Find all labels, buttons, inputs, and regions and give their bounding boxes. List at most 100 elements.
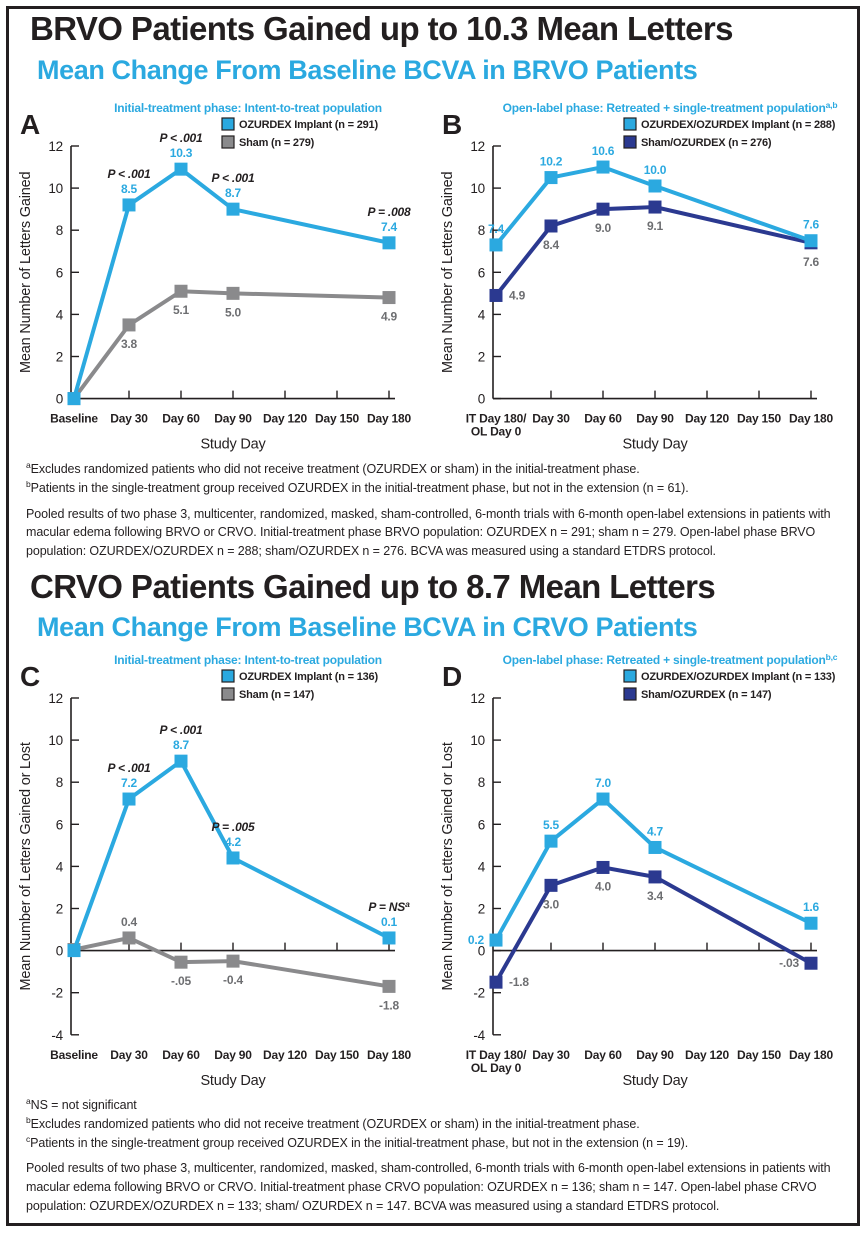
value-label: 0.2 bbox=[468, 933, 485, 947]
x-axis-title: Study Day bbox=[200, 1073, 266, 1089]
chart-panel-A: A Initial-treatment phase: Intent-to-trea… bbox=[18, 101, 412, 453]
value-label: 9.1 bbox=[647, 219, 664, 233]
y-tick-label: 12 bbox=[48, 139, 63, 154]
panel-title-sup: b,c bbox=[826, 652, 838, 662]
data-point bbox=[122, 318, 136, 332]
y-tick-label: 10 bbox=[48, 181, 63, 196]
value-label: 3.4 bbox=[647, 889, 664, 903]
x-axis-title: Study Day bbox=[622, 1073, 688, 1089]
series-line bbox=[494, 865, 812, 984]
legend-swatch bbox=[623, 135, 637, 149]
data-point bbox=[596, 792, 610, 806]
y-axis-title: Mean Number of Letters Gained bbox=[18, 172, 34, 373]
x-category-label: Day 90 bbox=[636, 1048, 674, 1062]
panel-letter: C bbox=[20, 661, 40, 692]
x-category-label: Day 30 bbox=[110, 1048, 148, 1062]
legend-label: OZURDEX Implant (n = 136) bbox=[239, 671, 378, 683]
footnote-line: aNS = not significant bbox=[26, 1095, 137, 1112]
p-value-label: P < .001 bbox=[108, 167, 152, 181]
x-category-label: Day 120 bbox=[685, 1048, 729, 1062]
y-tick-label: 0 bbox=[56, 944, 63, 959]
value-label: 3.8 bbox=[121, 337, 138, 351]
data-point bbox=[489, 288, 503, 302]
x-axis-title: Study Day bbox=[622, 437, 688, 453]
data-point bbox=[67, 944, 81, 958]
data-point bbox=[648, 179, 662, 193]
value-label: 10.2 bbox=[540, 155, 563, 169]
value-label: 5.1 bbox=[173, 303, 190, 317]
data-point bbox=[648, 840, 662, 854]
x-category-label: Day 90 bbox=[214, 1048, 252, 1062]
data-point bbox=[122, 198, 136, 212]
value-label: 7.6 bbox=[803, 218, 820, 232]
y-tick-label: 6 bbox=[56, 265, 63, 280]
x-category-label: OL Day 0 bbox=[471, 425, 522, 439]
panel-letter: A bbox=[20, 109, 40, 140]
crvo-footnote-paragraph: Pooled results of two phase 3, multicent… bbox=[26, 1161, 831, 1213]
page-border bbox=[6, 6, 860, 1226]
y-tick-label: 4 bbox=[56, 307, 64, 322]
x-category-label: Day 150 bbox=[737, 412, 781, 426]
y-tick-label: 10 bbox=[470, 733, 485, 748]
value-label: 5.5 bbox=[543, 818, 560, 832]
crvo-footnote-lines: aNS = not significant bExcludes randomize… bbox=[26, 1096, 842, 1152]
legend-swatch bbox=[623, 687, 637, 701]
y-tick-label: 2 bbox=[56, 902, 63, 917]
footnote-line: cPatients in the single-treatment group … bbox=[26, 1133, 689, 1150]
value-label: 9.0 bbox=[595, 221, 612, 235]
data-point bbox=[174, 162, 188, 176]
value-label: 10.0 bbox=[644, 163, 667, 177]
footnote-line: aExcludes randomized patients who did no… bbox=[26, 459, 640, 476]
data-point bbox=[174, 955, 188, 969]
data-point bbox=[804, 956, 818, 970]
legend-swatch bbox=[623, 117, 637, 131]
p-value-label: P = .005 bbox=[212, 820, 256, 834]
data-point bbox=[596, 202, 610, 216]
panel-title: Initial-treatment phase: Intent-to-treat… bbox=[114, 653, 382, 667]
value-label: -.03 bbox=[779, 956, 799, 970]
y-tick-label: 2 bbox=[56, 350, 63, 365]
y-tick-label: 4 bbox=[478, 859, 486, 874]
data-point bbox=[174, 284, 188, 298]
x-axis-title: Study Day bbox=[200, 437, 266, 453]
y-axis-title: Mean Number of Letters Gained bbox=[440, 172, 456, 373]
data-point bbox=[489, 238, 503, 252]
y-tick-label: 0 bbox=[56, 392, 63, 407]
y-tick-label: 0 bbox=[478, 392, 485, 407]
y-tick-label: 8 bbox=[56, 775, 63, 790]
value-label: 7.4 bbox=[488, 222, 505, 236]
data-point bbox=[122, 931, 136, 945]
x-category-label: Day 150 bbox=[315, 412, 359, 426]
brvo-footnote-paragraph: Pooled results of two phase 3, multicent… bbox=[26, 506, 831, 559]
x-category-label: Day 90 bbox=[214, 412, 252, 426]
crvo-section-title: CRVO Patients Gained up to 8.7 Mean Lett… bbox=[30, 568, 716, 605]
value-label: 0.4 bbox=[121, 915, 138, 929]
brvo-section-title: BRVO Patients Gained up to 10.3 Mean Let… bbox=[30, 10, 733, 47]
y-tick-label: 8 bbox=[478, 775, 485, 790]
y-tick-label: -2 bbox=[51, 986, 63, 1001]
legend-label: OZURDEX/OZURDEX Implant (n = 288) bbox=[641, 119, 836, 131]
legend-swatch bbox=[221, 687, 235, 701]
legend-swatch bbox=[623, 669, 637, 683]
value-label: 10.3 bbox=[170, 146, 193, 160]
x-category-label: Day 150 bbox=[737, 1048, 781, 1062]
data-point bbox=[804, 916, 818, 930]
y-tick-label: -2 bbox=[473, 986, 485, 1001]
footnote-marker: b bbox=[26, 478, 31, 489]
value-label: 3.0 bbox=[543, 897, 560, 911]
value-label: 1.6 bbox=[803, 900, 820, 914]
data-point bbox=[544, 219, 558, 233]
legend-label: OZURDEX Implant (n = 291) bbox=[239, 119, 378, 131]
value-label: 7.0 bbox=[595, 776, 612, 790]
x-category-label: Day 120 bbox=[263, 1048, 307, 1062]
x-category-label: Day 30 bbox=[532, 412, 570, 426]
data-point bbox=[382, 291, 396, 305]
y-tick-label: 6 bbox=[478, 265, 485, 280]
legend-swatch bbox=[221, 669, 235, 683]
value-label: 7.6 bbox=[803, 255, 820, 269]
value-label: -1.8 bbox=[509, 975, 529, 989]
panel-letter: B bbox=[442, 109, 462, 140]
x-category-label: OL Day 0 bbox=[471, 1061, 522, 1075]
x-category-label: Day 90 bbox=[636, 412, 674, 426]
